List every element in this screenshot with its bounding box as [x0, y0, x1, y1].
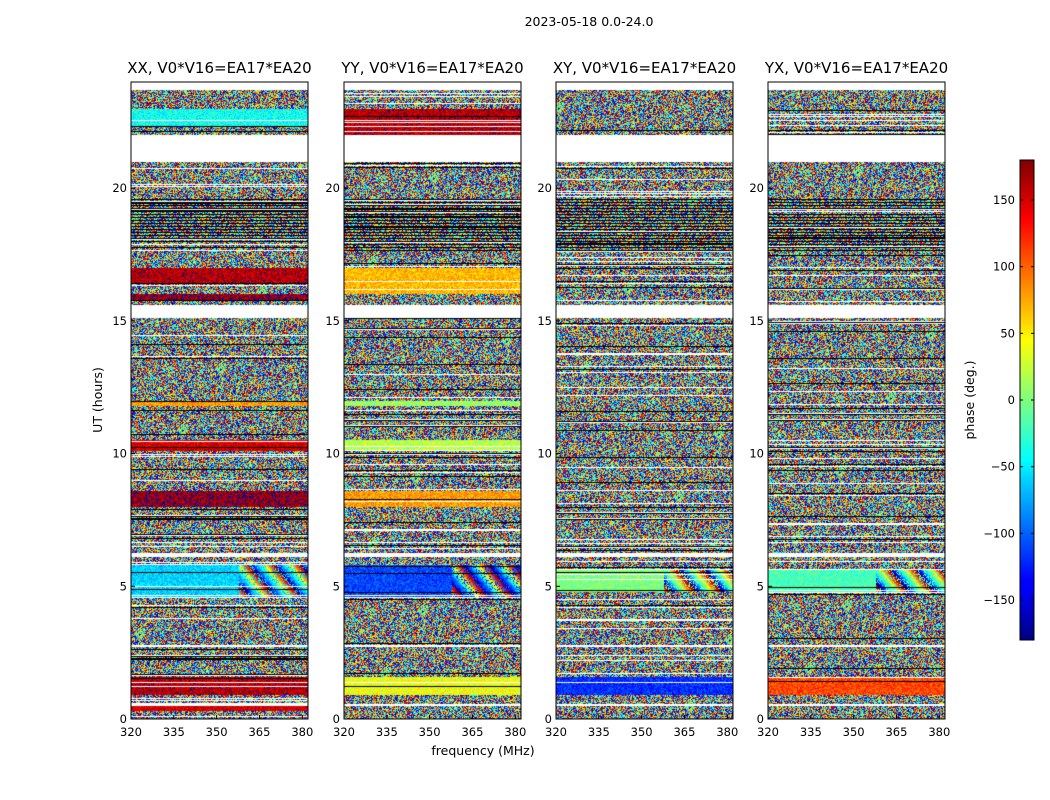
- y-tick-label: 10: [325, 447, 340, 461]
- y-tick-label: 10: [537, 447, 552, 461]
- figure-suptitle: 2023-05-18 0.0-24.0: [525, 14, 654, 29]
- colorbar-tick-label: 50: [1000, 326, 1015, 340]
- colorbar-tick-label: 150: [993, 193, 1015, 207]
- x-tick-label: 335: [376, 725, 398, 739]
- panel-frame: [130, 81, 309, 720]
- panel-1: YY, V0*V16=EA17*EA20 320 335 350 365 380 0 5 10 1…: [325, 59, 526, 739]
- panel-heatmap: [344, 82, 521, 719]
- x-tick-label: 320: [545, 725, 567, 739]
- y-tick-label: 20: [112, 181, 127, 195]
- panel-0: XX, V0*V16=EA17*EA20 320 335 350 365 380 0 5 10 1…: [112, 59, 313, 739]
- y-tick-label: 5: [545, 579, 552, 593]
- x-tick-label: 365: [885, 725, 907, 739]
- x-tick-label: 350: [206, 725, 228, 739]
- x-tick-label: 320: [333, 725, 355, 739]
- panel-title: YY, V0*V16=EA17*EA20: [340, 59, 523, 77]
- colorbar-tick-label: 0: [1008, 393, 1015, 407]
- y-tick-label: 0: [333, 712, 340, 726]
- x-axis-label: frequency (MHz): [431, 743, 534, 758]
- x-tick-label: 335: [163, 725, 185, 739]
- y-axis-label: UT (hours): [90, 367, 105, 433]
- y-tick-label: 5: [757, 579, 764, 593]
- colorbar-tick-label: −100: [983, 526, 1015, 540]
- panel-2: XY, V0*V16=EA17*EA20 320 335 350 365 380 0 5 10 1…: [537, 59, 738, 739]
- y-tick-label: 10: [749, 447, 764, 461]
- x-tick-label: 365: [673, 725, 695, 739]
- x-tick-label: 380: [291, 725, 313, 739]
- y-tick-label: 0: [757, 712, 764, 726]
- panels-group: XX, V0*V16=EA17*EA20 320 335 350 365 380 0 5 10 1…: [112, 59, 950, 739]
- x-tick-label: 380: [716, 725, 738, 739]
- colorbar: −150 −100 −50 0 50 100 150 phase (deg.): [962, 159, 1035, 641]
- x-tick-label: 320: [757, 725, 779, 739]
- y-tick-label: 15: [749, 314, 764, 328]
- y-tick-label: 15: [325, 314, 340, 328]
- panel-title: XY, V0*V16=EA17*EA20: [553, 59, 736, 77]
- y-tick-label: 0: [120, 712, 127, 726]
- colorbar-tick-label: −50: [991, 460, 1015, 474]
- y-tick-label: 20: [325, 181, 340, 195]
- colorbar-tick-label: −150: [983, 593, 1015, 607]
- panel-frame: [555, 81, 734, 720]
- x-tick-label: 350: [631, 725, 653, 739]
- panel-title: XX, V0*V16=EA17*EA20: [127, 59, 311, 77]
- colorbar-label: phase (deg.): [962, 361, 977, 440]
- x-tick-label: 320: [120, 725, 142, 739]
- x-tick-label: 350: [419, 725, 441, 739]
- y-tick-label: 5: [333, 579, 340, 593]
- x-tick-label: 335: [800, 725, 822, 739]
- x-tick-label: 365: [248, 725, 270, 739]
- x-tick-label: 380: [504, 725, 526, 739]
- y-tick-label: 5: [120, 579, 127, 593]
- y-tick-label: 20: [537, 181, 552, 195]
- y-tick-label: 0: [545, 712, 552, 726]
- x-tick-label: 380: [928, 725, 950, 739]
- y-tick-label: 15: [537, 314, 552, 328]
- panel-heatmap: [556, 82, 733, 719]
- panel-frame: [343, 81, 522, 720]
- x-tick-label: 335: [588, 725, 610, 739]
- y-tick-label: 15: [112, 314, 127, 328]
- y-tick-label: 10: [112, 447, 127, 461]
- x-tick-label: 350: [843, 725, 865, 739]
- panel-3: YX, V0*V16=EA17*EA20 320 335 350 365 380 0 5 10 1…: [749, 59, 950, 739]
- panel-heatmap: [131, 82, 308, 719]
- panel-title: YX, V0*V16=EA17*EA20: [764, 59, 948, 77]
- panel-frame: [767, 81, 946, 720]
- x-tick-label: 365: [461, 725, 483, 739]
- y-tick-label: 20: [749, 181, 764, 195]
- colorbar-tick-label: 100: [993, 260, 1015, 274]
- colorbar-ticks: −150 −100 −50 0 50 100 150: [983, 193, 1034, 607]
- panel-heatmap: [768, 82, 945, 719]
